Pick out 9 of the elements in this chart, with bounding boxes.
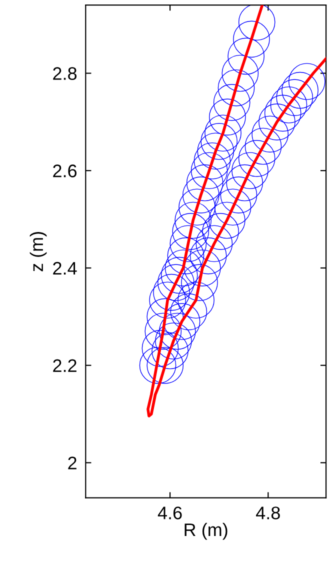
y-tick-label: 2.2 bbox=[53, 359, 76, 372]
y-tick-label: 2.8 bbox=[53, 67, 77, 80]
y-tick-label: 2.6 bbox=[53, 164, 77, 178]
y-tick-label: 2 bbox=[68, 456, 76, 470]
y-tick-label: 2.4 bbox=[53, 262, 77, 275]
x-tick-label: 4.8 bbox=[256, 506, 280, 520]
x-tick-label: 4.6 bbox=[158, 506, 182, 520]
x-axis-title: R (m) bbox=[184, 522, 228, 540]
y-axis-title: z (m) bbox=[30, 232, 47, 272]
